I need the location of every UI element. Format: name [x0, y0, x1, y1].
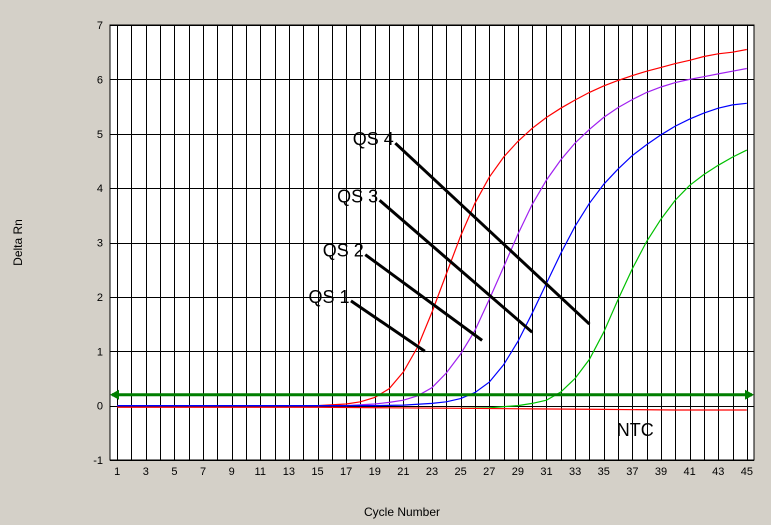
x-tick-label: 29 — [512, 466, 524, 478]
series-line-qs-2 — [117, 102, 747, 407]
x-tick-label: 25 — [454, 466, 466, 478]
y-tick-label: 2 — [97, 292, 103, 304]
annotation-label-qs-2: QS 2 — [323, 241, 364, 261]
annotation-pointer-qs-1 — [350, 299, 426, 353]
x-tick-label: 41 — [683, 466, 695, 478]
annotations: QS 4 QS 3 QS 2 QS 1 NTC — [308, 129, 653, 440]
x-tick-label: 17 — [340, 466, 352, 478]
x-tick-label: 11 — [255, 466, 266, 478]
threshold-arrow-right — [745, 389, 754, 400]
x-tick-label: 5 — [171, 466, 177, 478]
series-line-ntc — [117, 406, 747, 411]
y-tick-label: 3 — [97, 238, 103, 250]
y-tick-labels: -1 0 1 2 3 4 5 6 7 — [93, 20, 103, 467]
annotation-label-ntc: NTC — [617, 420, 654, 440]
x-tick-label: 27 — [483, 466, 495, 478]
x-tick-label: 33 — [569, 466, 581, 478]
y-tick-label: 4 — [97, 183, 103, 195]
threshold-line[interactable] — [110, 389, 754, 400]
x-tick-label: 3 — [143, 466, 149, 478]
series-lines — [117, 48, 748, 411]
annotation-label-qs-4: QS 4 — [353, 129, 394, 149]
x-tick-label: 21 — [397, 466, 409, 478]
x-tick-label: 9 — [229, 466, 235, 478]
plot-frame — [109, 24, 755, 461]
x-tick-label: 45 — [741, 466, 753, 478]
x-tick-label: 43 — [712, 466, 724, 478]
annotation-label-qs-3: QS 3 — [337, 186, 378, 206]
y-tick-label: 0 — [97, 401, 103, 413]
series-line-qs-1 — [460, 149, 748, 409]
x-tick-label: 35 — [598, 466, 610, 478]
x-tick-label: 19 — [369, 466, 381, 478]
x-axis-title: Cycle Number — [364, 505, 440, 519]
annotation-label-qs-1: QS 1 — [308, 287, 349, 307]
x-tick-label: 1 — [114, 466, 120, 478]
annotation-pointer-qs-3 — [378, 199, 534, 334]
y-tick-label: -1 — [93, 455, 103, 467]
y-tick-label: 7 — [97, 20, 103, 32]
annotation-pointer-qs-2 — [364, 253, 483, 342]
x-tick-label: 39 — [655, 466, 667, 478]
x-tick-label: 15 — [311, 466, 323, 478]
y-tick-label: 6 — [97, 74, 103, 86]
x-tick-label: 31 — [540, 466, 552, 478]
x-tick-label: 23 — [426, 466, 438, 478]
x-tick-label: 7 — [200, 466, 206, 478]
y-axis-title: Delta Rn — [11, 219, 25, 266]
y-tick-label: 1 — [97, 346, 103, 358]
x-tick-labels: 1 3 5 7 9 11 13 15 17 19 21 23 25 27 29 31 33 35 37 39 41 43 4… — [114, 466, 753, 478]
threshold-arrow-left — [110, 389, 119, 400]
annotation-pointer-qs-4 — [394, 142, 591, 326]
x-tick-label: 13 — [283, 466, 295, 478]
y-tick-label: 5 — [97, 129, 103, 141]
x-tick-label: 37 — [626, 466, 638, 478]
